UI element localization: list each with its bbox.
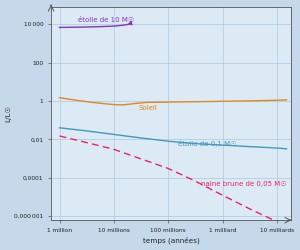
Text: Soleil: Soleil: [138, 105, 157, 111]
Y-axis label: L/L☉: L/L☉: [6, 105, 12, 122]
X-axis label: temps (années): temps (années): [142, 237, 199, 244]
Text: étoile de 10 M☉: étoile de 10 M☉: [78, 17, 134, 23]
Text: naine brune de 0,05 M☉: naine brune de 0,05 M☉: [201, 180, 286, 186]
Text: étoile de 0,1 M☉: étoile de 0,1 M☉: [178, 140, 236, 147]
